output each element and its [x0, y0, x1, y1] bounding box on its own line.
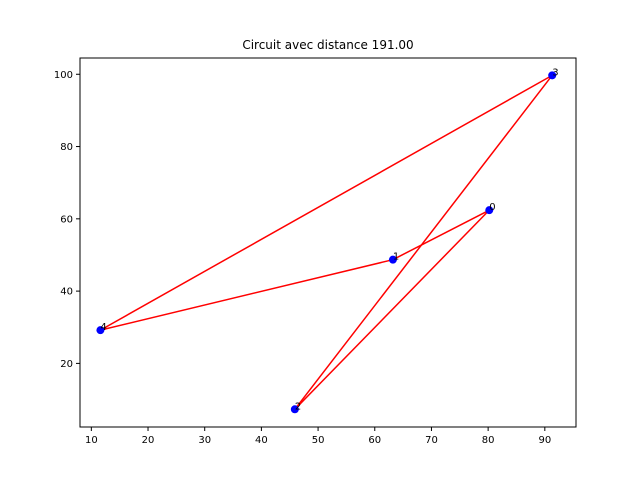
data-point	[388, 255, 397, 264]
point-label: 3	[552, 67, 558, 78]
y-tick-label: 60	[60, 214, 73, 225]
point-label: 0	[489, 202, 495, 213]
x-tick-label: 10	[85, 435, 98, 446]
x-tick-label: 90	[538, 435, 551, 446]
x-tick-label: 20	[142, 435, 155, 446]
data-point	[290, 405, 299, 414]
x-tick-label: 80	[482, 435, 495, 446]
data-point	[485, 206, 494, 215]
tour-lines	[100, 74, 553, 410]
tour-points	[96, 71, 557, 414]
plot-frame	[79, 57, 577, 428]
y-tick-label: 80	[60, 142, 73, 153]
chart-title: Circuit avec distance 191.00	[242, 38, 413, 52]
x-tick-label: 50	[312, 435, 325, 446]
x-tick-label: 70	[425, 435, 438, 446]
point-label: 4	[100, 322, 106, 333]
y-tick-label: 40	[60, 287, 73, 298]
point-label: 1	[393, 252, 399, 263]
y-axis-ticks: 20 40 60 80 100	[54, 70, 80, 370]
point-labels: 0 1 2 3 4	[100, 67, 558, 412]
x-axis-ticks: 10 20 30 40 50 60 70 80 90	[85, 427, 551, 446]
data-point	[96, 326, 105, 335]
x-tick-label: 60	[368, 435, 381, 446]
x-tick-label: 30	[198, 435, 211, 446]
x-tick-label: 40	[255, 435, 268, 446]
tour-edge	[294, 209, 490, 410]
point-label: 2	[295, 401, 301, 412]
tour-edge	[294, 74, 553, 410]
data-point	[548, 71, 557, 80]
tour-edge	[100, 74, 553, 331]
tour-edge	[392, 209, 490, 261]
y-tick-label: 20	[60, 359, 73, 370]
y-tick-label: 100	[54, 70, 73, 81]
tour-edge	[100, 258, 394, 331]
